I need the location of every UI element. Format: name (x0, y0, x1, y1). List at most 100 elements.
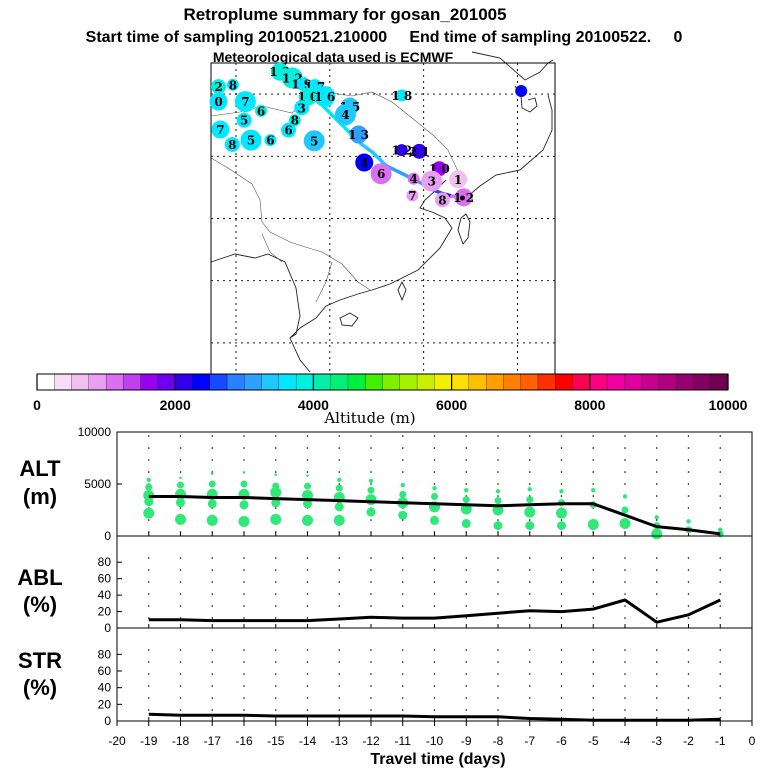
cluster-marker (395, 89, 408, 102)
grid-dot (528, 447, 531, 449)
y-tick-label: 5000 (84, 477, 111, 491)
colorbar-cell (192, 373, 211, 391)
altitude-scatter-point (587, 519, 599, 531)
grid-dot (243, 617, 245, 619)
grid-dot (528, 709, 531, 711)
grid-dot (497, 471, 499, 473)
grid-dot (465, 697, 468, 699)
grid-dot (687, 495, 690, 497)
cluster-label: 2 1 (409, 145, 430, 159)
grid-dot (592, 593, 595, 595)
grid-dot (274, 557, 277, 559)
altitude-scatter-point (271, 498, 281, 508)
cluster-label: 2 (214, 80, 222, 94)
grid-dot (719, 447, 722, 449)
altitude-scatter-point (524, 506, 536, 518)
cluster-label: 3 (298, 101, 306, 115)
altitude-scatter-point (368, 478, 374, 484)
grid-dot (147, 673, 150, 675)
grid-dot (528, 483, 531, 485)
grid-dot (624, 447, 626, 449)
grid-dot (592, 495, 595, 497)
grid-dot (243, 447, 245, 449)
grid-dot (243, 697, 245, 699)
cluster-label: 7 (408, 189, 416, 203)
grid-dot (211, 459, 214, 461)
grid-dot (274, 459, 277, 461)
cluster-marker (234, 91, 256, 113)
colorbar-tick-label: 10000 (709, 397, 748, 413)
colorbar-cell (123, 373, 142, 391)
grid-dot (211, 605, 214, 607)
grid-dot (338, 605, 341, 607)
grid-dot (147, 557, 150, 559)
altitude-scatter-point (146, 477, 151, 483)
grid-dot (497, 673, 499, 675)
grid-dot (179, 459, 182, 461)
grid-dot (306, 447, 309, 449)
grid-dot (560, 605, 563, 607)
grid-dot (687, 617, 690, 619)
cluster-marker (406, 189, 419, 202)
altitude-scatter-point (333, 514, 345, 526)
grid-dot (306, 435, 309, 437)
altitude-scatter-point (242, 471, 246, 474)
grid-dot (497, 447, 499, 449)
altitude-scatter-point (527, 487, 532, 492)
altitude-scatter-point (559, 489, 564, 494)
grid-dot (592, 617, 595, 619)
grid-dot (211, 709, 214, 711)
grid-dot (528, 685, 531, 687)
grid-dot (338, 483, 341, 485)
grid-dot (687, 459, 690, 461)
grid-dot (465, 569, 468, 571)
altitude-scatter-point (366, 507, 376, 517)
grid-dot (592, 661, 595, 663)
grid-dot (401, 593, 404, 595)
colorbar-cell (451, 373, 470, 391)
grid-dot (528, 593, 531, 595)
colorbar-cell (434, 373, 453, 391)
colorbar-cell (54, 373, 73, 391)
colorbar-cell (105, 373, 124, 391)
altitude-scatter-point (239, 500, 249, 510)
grid-dot (243, 569, 245, 571)
grid-dot (433, 593, 436, 595)
grid-dot (179, 661, 182, 663)
y-tick-label: 0 (104, 714, 111, 728)
grid-dot (274, 593, 277, 595)
grid-dot (719, 557, 722, 559)
grid-dot (179, 557, 182, 559)
altitude-scatter-point (557, 521, 566, 531)
altitude-scatter-point (207, 499, 217, 509)
x-tick-label: -18 (172, 734, 190, 748)
grid-dot (687, 649, 690, 651)
grid-dot (528, 697, 531, 699)
grid-dot (560, 483, 563, 485)
grid-dot (528, 459, 531, 461)
grid-dot (147, 569, 150, 571)
median-line (148, 598, 721, 624)
grid-dot (528, 581, 531, 583)
grid-dot (274, 649, 277, 651)
colorbar-cell (606, 373, 625, 391)
grid-dot (401, 685, 404, 687)
altitude-scatter-point (175, 513, 186, 525)
grid-dot (370, 435, 372, 437)
grid-dot (274, 605, 277, 607)
grid-dot (497, 459, 499, 461)
colorbar-cell (175, 373, 194, 391)
grid-dot (655, 617, 658, 619)
cluster-label: 1 2 (391, 144, 412, 158)
altitude-scatter-point (525, 521, 535, 531)
grid-dot (592, 471, 595, 473)
grid-dot (401, 709, 404, 711)
grid-dot (243, 459, 245, 461)
grid-dot (211, 697, 214, 699)
grid-dot (465, 617, 468, 619)
x-tick-label: -8 (493, 734, 504, 748)
grid-dot (655, 593, 658, 595)
grid-dot (370, 447, 372, 449)
cluster-label: 1 6 (314, 90, 335, 104)
grid-dot (592, 605, 595, 607)
